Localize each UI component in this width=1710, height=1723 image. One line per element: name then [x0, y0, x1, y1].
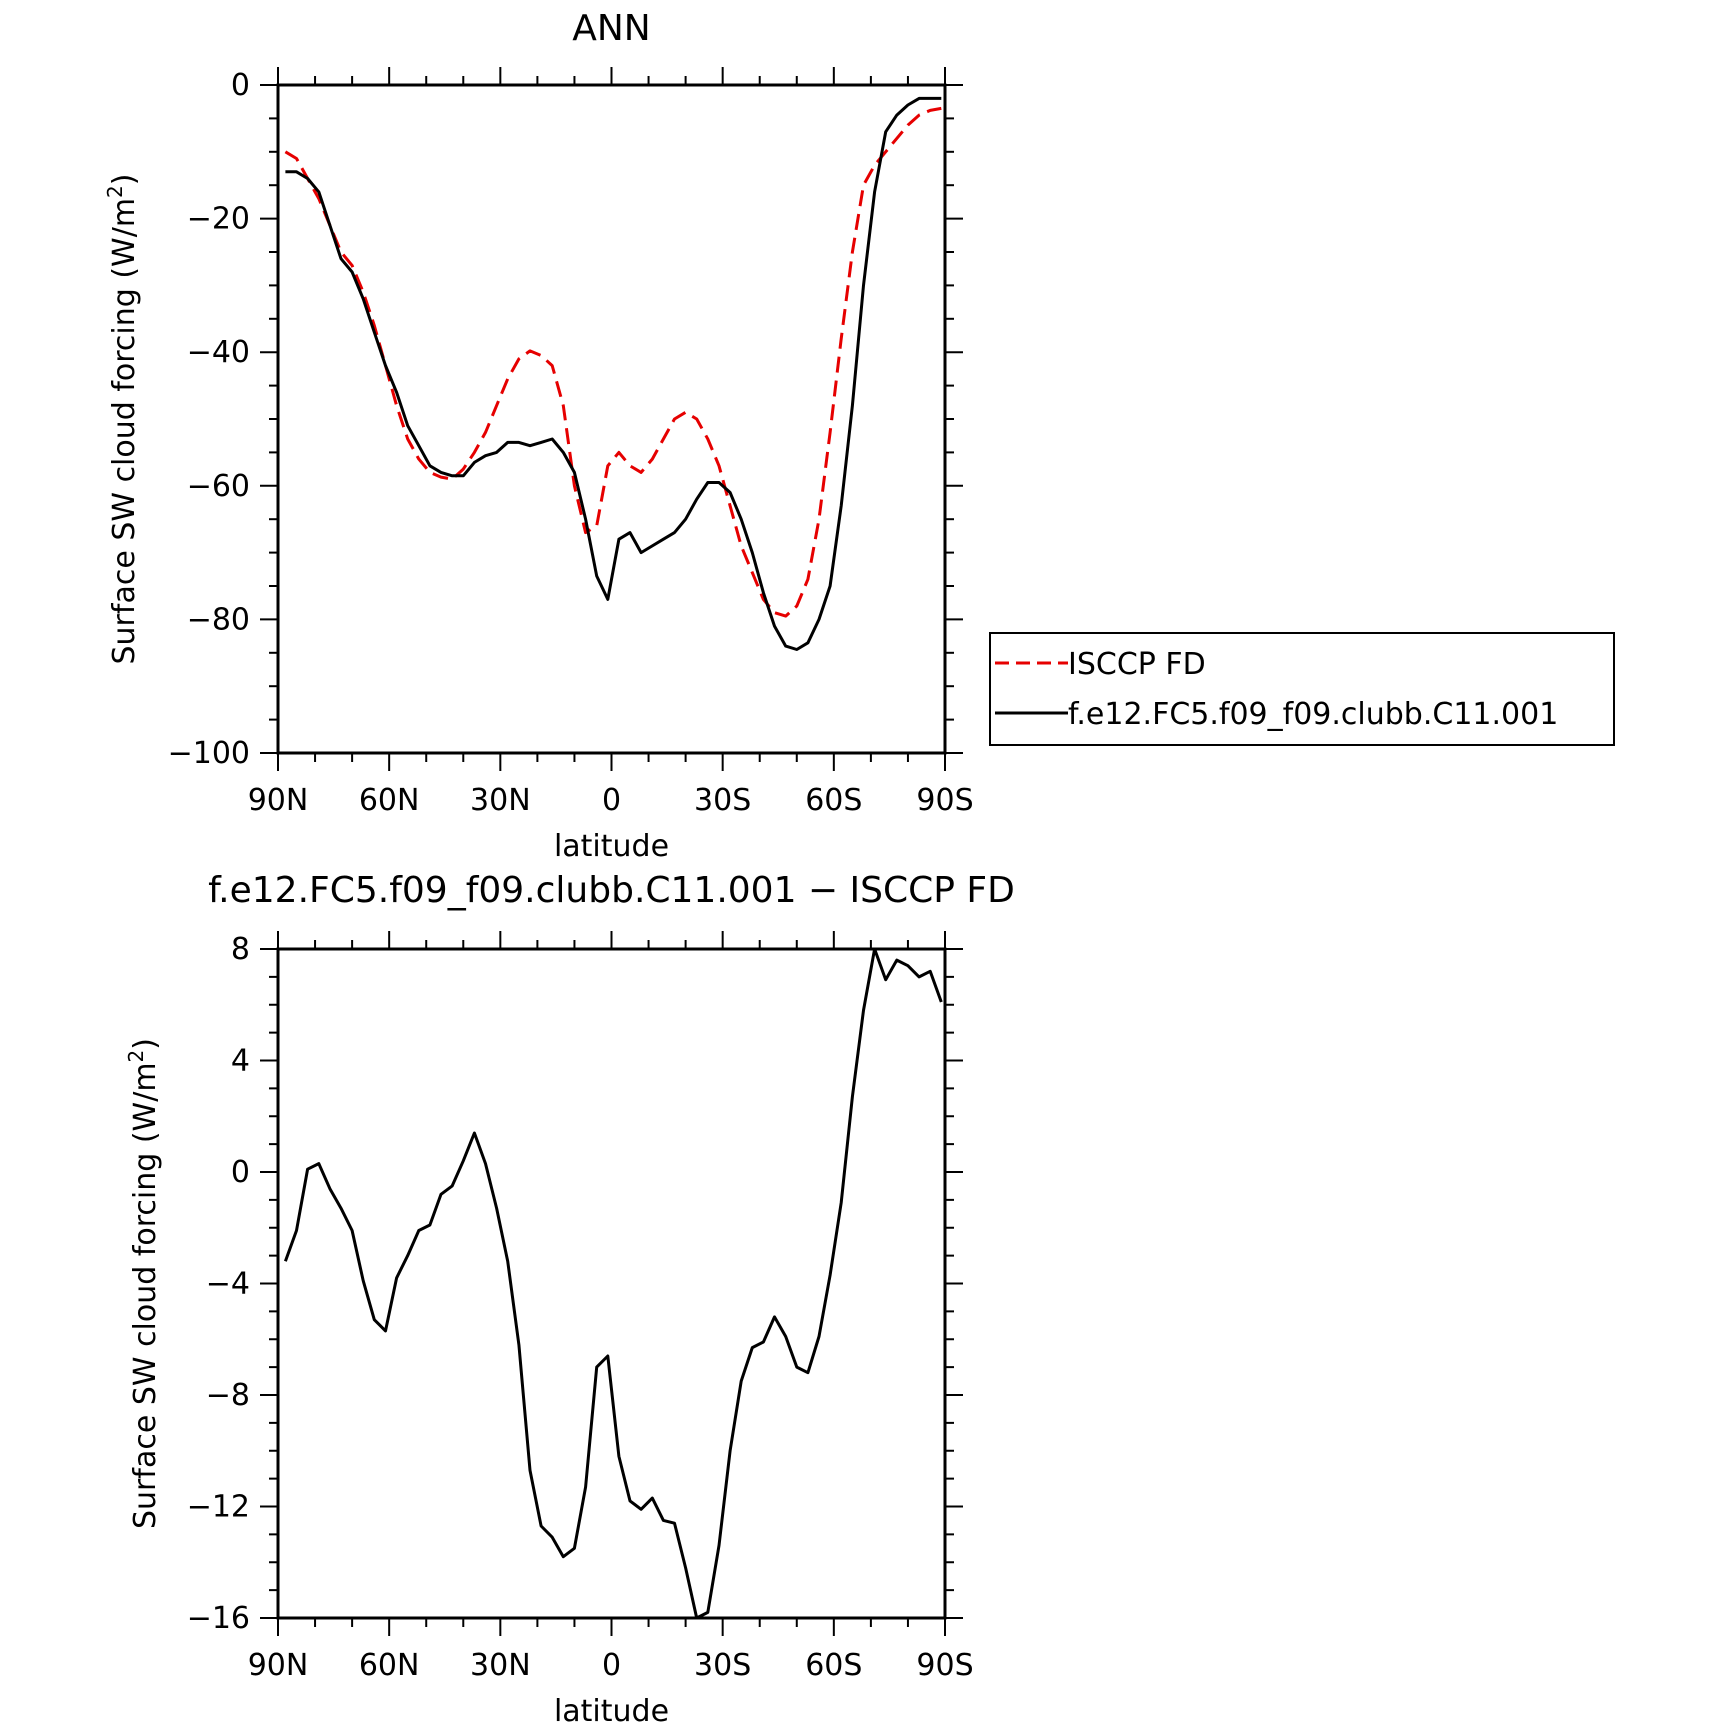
series-group	[284, 96, 942, 651]
x-tick-label: 90N	[248, 1648, 309, 1683]
legend-label-0: ISCCP FD	[1068, 647, 1206, 682]
series-line-0	[283, 947, 943, 1620]
y-tick-label: 0	[231, 68, 250, 103]
y-tick-label: 4	[231, 1044, 250, 1079]
y-axis-label-close: )	[128, 1038, 163, 1050]
y-axis-label-superscript: 2	[103, 185, 127, 198]
series-line-0	[284, 106, 942, 618]
plot-frame	[276, 947, 947, 1620]
y-tick-label: −16	[187, 1601, 250, 1636]
x-tick-label: 90S	[916, 783, 973, 818]
series-line-1	[285, 96, 942, 651]
y-tick-label: 0	[231, 1155, 250, 1190]
x-tick-label: 60N	[359, 1648, 420, 1683]
series-group	[283, 947, 943, 1620]
x-tick-label: 60N	[359, 783, 420, 818]
panel-annual-cloud-forcing: ANN 0 −20 −40 −60 −80 −100 90N 60N 30N 0 30S 60S 90S l…	[103, 8, 1615, 864]
y-tick-label: 8	[231, 932, 250, 967]
y-tick-label: −100	[168, 736, 250, 771]
y-axis-label-main: Surface SW cloud forcing (W/m	[107, 198, 142, 665]
y-tick-label: −8	[206, 1378, 250, 1413]
chart-title: f.e12.FC5.f09_f09.clubb.C11.001 − ISCCP …	[208, 870, 1015, 911]
y-axis-label: Surface SW cloud forcing (W/m2)	[124, 1038, 163, 1529]
y-tick-label: −4	[206, 1267, 250, 1302]
legend: ISCCP FD f.e12.FC5.f09_f09.clubb.C11.001	[989, 632, 1615, 746]
y-axis-label-main: Surface SW cloud forcing (W/m	[128, 1062, 163, 1529]
x-tick-label: 30S	[694, 1648, 751, 1683]
legend-box	[989, 632, 1615, 746]
x-tick-label: 30N	[470, 1648, 531, 1683]
x-tick-label: 90N	[248, 783, 309, 818]
y-tick-label: −20	[187, 202, 250, 237]
y-tick-label: −80	[187, 602, 250, 637]
x-tick-label: 60S	[805, 783, 862, 818]
chart-title: ANN	[572, 8, 651, 49]
x-tick-label: 60S	[805, 1648, 862, 1683]
y-tick-label: −40	[187, 335, 250, 370]
panel-model-minus-obs-difference: f.e12.FC5.f09_f09.clubb.C11.001 − ISCCP …	[124, 870, 1015, 1723]
x-tick-label: 30N	[470, 783, 531, 818]
x-tick-label: 30S	[694, 783, 751, 818]
y-axis-label-superscript: 2	[124, 1050, 148, 1063]
y-tick-label: −60	[187, 469, 250, 504]
y-axis-label: Surface SW cloud forcing (W/m2)	[103, 173, 142, 664]
x-tick-label: 0	[602, 783, 621, 818]
x-tick-label: 0	[602, 1648, 621, 1683]
plot-frame	[276, 83, 947, 755]
x-axis-label: latitude	[554, 1694, 669, 1723]
x-tick-label: 90S	[916, 1648, 973, 1683]
y-axis-label-close: )	[107, 173, 142, 185]
y-tick-label: −12	[187, 1490, 250, 1525]
x-axis-label: latitude	[554, 829, 669, 864]
legend-label-1: f.e12.FC5.f09_f09.clubb.C11.001	[1068, 697, 1558, 732]
